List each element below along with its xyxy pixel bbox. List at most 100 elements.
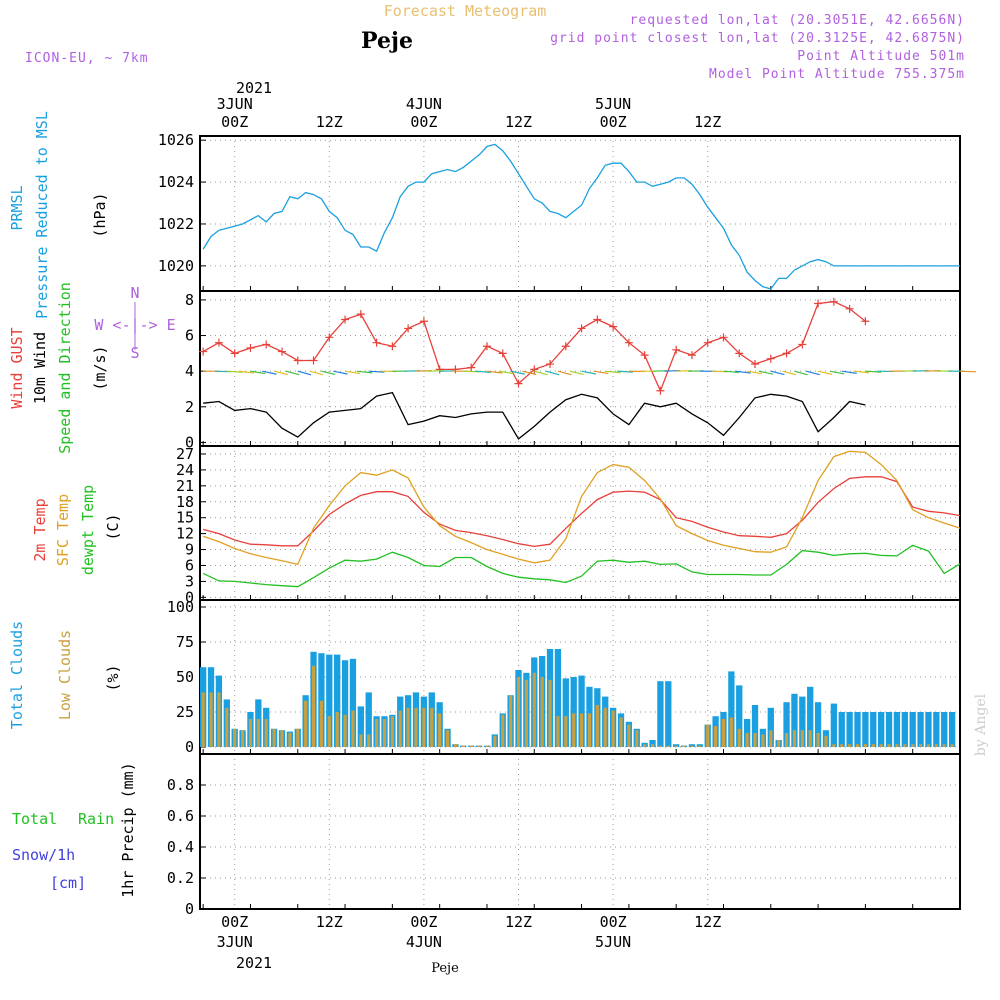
- wind-arrow: [297, 370, 312, 376]
- low-cloud-bar: [580, 713, 584, 747]
- gust-marker: [246, 344, 255, 353]
- ytick-label: 0: [185, 900, 194, 918]
- ytick-label: 3: [185, 572, 194, 590]
- gust-marker: [829, 297, 838, 306]
- ytick-label: 9: [185, 541, 194, 559]
- wind-arrow: [522, 370, 537, 376]
- ytick-label: 2: [185, 398, 194, 416]
- gust-marker: [514, 379, 523, 388]
- wind-arrow: [959, 370, 976, 373]
- low-cloud-bar: [769, 730, 773, 747]
- gust-marker: [593, 315, 602, 324]
- low-cloud-bar: [706, 724, 710, 747]
- bottom-time-label: 12Z: [505, 913, 532, 931]
- panel-frame: [199, 135, 961, 292]
- low-cloud-bar: [280, 730, 284, 747]
- gust-marker: [341, 315, 350, 324]
- top-time-label: 12Z: [694, 113, 721, 131]
- top-year: 2021: [236, 79, 272, 97]
- gust-marker: [356, 310, 365, 319]
- bottom-time-label: 12Z: [316, 913, 343, 931]
- low-cloud-bar: [406, 707, 410, 747]
- gust-marker: [498, 349, 507, 358]
- wind-arrow: [321, 370, 336, 376]
- total-cloud-bar: [933, 712, 940, 747]
- precip-unit: 1hr Precip (mm): [119, 762, 137, 897]
- top-date-label: 3JUN: [217, 95, 253, 113]
- low-cloud-bar: [461, 745, 465, 747]
- top-time-label: 12Z: [316, 113, 343, 131]
- ytick-label: 15: [176, 509, 194, 527]
- top-date-label: 4JUN: [406, 95, 442, 113]
- low-cloud-bar: [398, 710, 402, 747]
- low-cloud-bar: [572, 713, 576, 747]
- low-cloud-bar: [690, 745, 694, 747]
- total-cloud-bar: [901, 712, 908, 747]
- compass-n: N: [130, 284, 139, 302]
- wind-arrow: [841, 370, 857, 374]
- ytick-label: 18: [176, 493, 194, 511]
- low-cloud-bar: [438, 713, 442, 747]
- pressure-label-1: PRMSL: [8, 185, 26, 230]
- low-cloud-bar: [493, 735, 497, 747]
- low-cloud-bar: [658, 745, 662, 747]
- ytick-label: 50: [176, 668, 194, 686]
- low-cloud-bar: [714, 726, 718, 747]
- low-cloud-bar: [311, 665, 316, 747]
- gust-marker: [451, 365, 460, 374]
- precip-cm-label: [cm]: [50, 874, 86, 892]
- gust-marker: [798, 340, 807, 349]
- gust-marker: [214, 338, 223, 347]
- low-cloud-bar: [761, 734, 765, 747]
- wind-arrow: [475, 370, 491, 373]
- pressure-line: [202, 143, 960, 290]
- gust-marker: [640, 351, 649, 360]
- gust-marker: [624, 338, 633, 347]
- total-cloud-bar: [830, 703, 838, 747]
- wind-arrow: [853, 370, 870, 374]
- total-clouds-label: Total Clouds: [8, 621, 26, 729]
- wind-arrow: [333, 370, 348, 375]
- gust-marker: [609, 322, 618, 331]
- clouds-unit: (%): [104, 664, 122, 691]
- low-cloud-bar: [445, 730, 450, 747]
- wind-arrow: [557, 370, 572, 376]
- ytick-label: 1024: [158, 173, 194, 191]
- low-cloud-bar: [351, 710, 355, 747]
- gust-marker: [672, 345, 681, 354]
- low-cloud-bar: [792, 730, 797, 747]
- low-cloud-bar: [248, 719, 253, 747]
- total-cloud-bar: [791, 693, 798, 747]
- gust-marker: [530, 365, 539, 374]
- low-cloud-bar: [698, 745, 702, 747]
- low-cloud-bar: [808, 730, 812, 747]
- gust-marker: [577, 324, 586, 333]
- low-cloud-bar: [430, 707, 434, 747]
- total-cloud-bar: [728, 671, 735, 747]
- gust-marker: [751, 360, 760, 369]
- low-cloud-bar: [217, 692, 221, 747]
- wind-arrow: [723, 370, 740, 373]
- wind-arrow: [486, 370, 503, 374]
- low-cloud-bar: [556, 716, 560, 747]
- gust-marker: [561, 342, 570, 351]
- gust-marker: [404, 324, 413, 333]
- total-cloud-bar: [948, 712, 956, 747]
- low-cloud-bar: [611, 710, 615, 747]
- total-cloud-bar: [751, 705, 759, 747]
- low-clouds-label: Low Clouds: [56, 630, 74, 720]
- low-cloud-bar: [682, 745, 686, 747]
- wind-arrow: [747, 370, 762, 375]
- low-cloud-bar: [319, 700, 323, 747]
- gust-marker: [199, 347, 208, 356]
- low-cloud-bar: [343, 714, 347, 747]
- ytick-label: 0: [185, 738, 194, 756]
- total-cloud-bar: [365, 692, 372, 747]
- wind-unit: (m/s): [91, 345, 109, 390]
- ytick-label: 6: [185, 327, 194, 345]
- low-cloud-bar: [934, 744, 938, 747]
- point-altitude: Point Altitude 501m: [797, 49, 965, 64]
- pressure-label-2: Pressure Reduced to MSL: [33, 111, 51, 319]
- wind-arrow: [250, 370, 266, 375]
